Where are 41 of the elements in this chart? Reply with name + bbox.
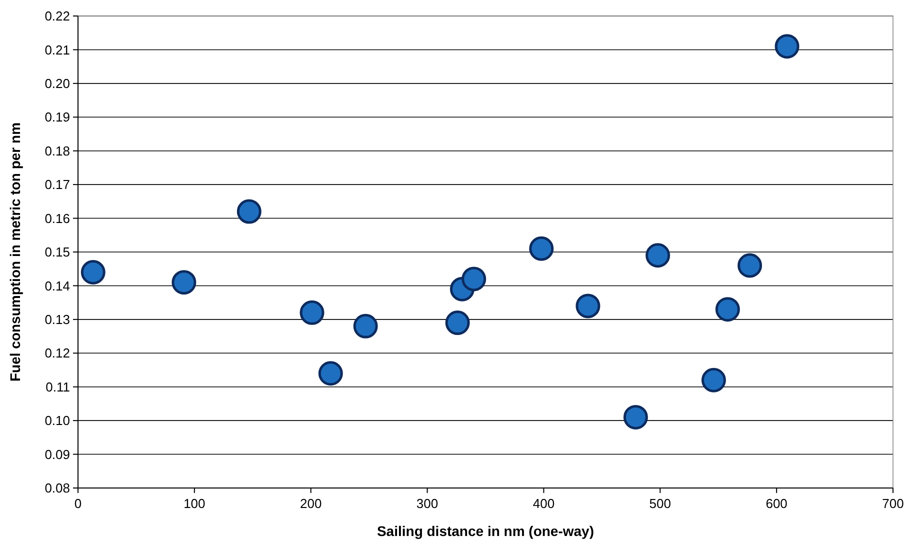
y-tick-label: 0.14 <box>44 278 70 294</box>
y-tick-label: 0.12 <box>44 346 70 361</box>
point <box>774 34 800 59</box>
point <box>646 243 670 268</box>
point <box>353 314 378 338</box>
y-tick-label: 0.09 <box>44 446 70 462</box>
point <box>529 236 554 261</box>
x-axis-title: Sailing distance in nm (one-way) <box>376 523 594 539</box>
point <box>80 260 106 284</box>
x-tick-label: 200 <box>300 496 322 511</box>
point <box>445 310 470 336</box>
point <box>715 297 740 322</box>
x-tick-label: 100 <box>184 496 206 511</box>
point <box>172 270 196 295</box>
y-tick-label: 0.20 <box>44 76 70 91</box>
y-axis-title: Fuel consumption in metric ton per nm <box>7 122 23 382</box>
point <box>701 368 726 392</box>
point <box>236 199 262 224</box>
point <box>462 266 486 292</box>
y-tick-label: 0.21 <box>44 42 70 58</box>
x-tick-label: 600 <box>766 496 788 511</box>
y-tick-label: 0.13 <box>44 312 70 327</box>
y-tick-label: 0.15 <box>44 244 70 260</box>
y-tick-label: 0.18 <box>44 143 70 158</box>
x-tick-label: 700 <box>882 496 904 511</box>
y-tick-label: 0.16 <box>44 210 70 226</box>
point <box>300 300 324 325</box>
x-tick-label: 300 <box>416 496 438 511</box>
x-tick-label: 0 <box>74 496 82 511</box>
x-tick-label: 500 <box>649 496 671 511</box>
x-tick-label: 400 <box>532 496 555 511</box>
point <box>738 253 762 278</box>
y-tick-label: 0.17 <box>44 177 70 192</box>
point <box>576 294 600 318</box>
y-tick-label: 0.11 <box>46 379 70 394</box>
y-tick-label: 0.10 <box>44 413 70 428</box>
point <box>318 361 343 386</box>
point <box>623 404 648 430</box>
y-tick-label: 0.08 <box>44 480 70 496</box>
y-tick-label: 0.19 <box>44 110 70 125</box>
y-tick-label: 0.22 <box>44 8 70 24</box>
